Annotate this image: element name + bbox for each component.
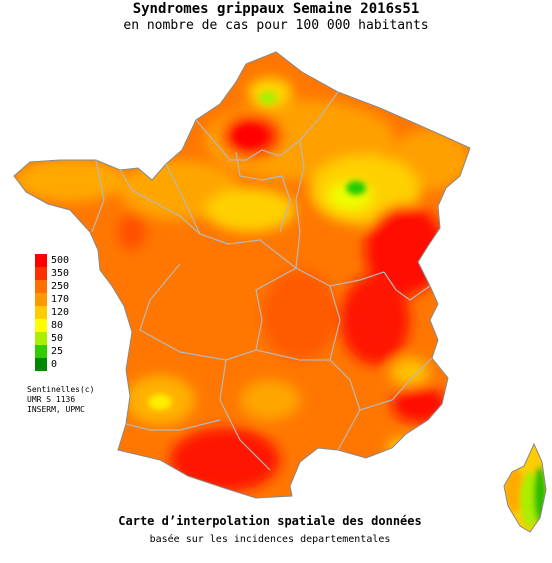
map-title: Syndromes grippaux Semaine 2016s51 [132,1,420,17]
credit-line: Sentinelles(c) [27,385,95,394]
legend-label: 0 [51,359,58,370]
map-caption: Carte d’interpolation spatiale des donné… [118,514,422,528]
legend-swatch [35,358,47,371]
legend-label: 25 [51,346,64,357]
map-subtitle: en nombre de cas pour 100 000 habitants [123,18,429,33]
credit-line: INSERM, UPMC [27,405,85,414]
legend-swatch [35,280,47,293]
legend-label: 350 [51,268,70,279]
legend-swatch [35,345,47,358]
credit-line: UMR S 1136 [27,395,76,404]
credits: Sentinelles(c) UMR S 1136 INSERM, UPMC [27,385,94,415]
legend-label: 80 [51,320,64,331]
region-boundaries [91,91,433,471]
legend-swatch [35,306,47,319]
legend-swatch [35,293,47,306]
legend-label: 500 [51,255,70,266]
corsica-outline [503,442,547,533]
legend-swatch [35,254,47,267]
legend-swatch [35,332,47,345]
legend-swatch [35,319,47,332]
france-outline [13,51,471,499]
legend-label: 170 [51,294,70,305]
map-caption-sub: basée sur les incidences departementales [149,534,391,545]
legend-label: 50 [51,333,64,344]
legend-label: 250 [51,281,70,292]
legend-swatch [35,267,47,280]
legend-label: 120 [51,307,70,318]
